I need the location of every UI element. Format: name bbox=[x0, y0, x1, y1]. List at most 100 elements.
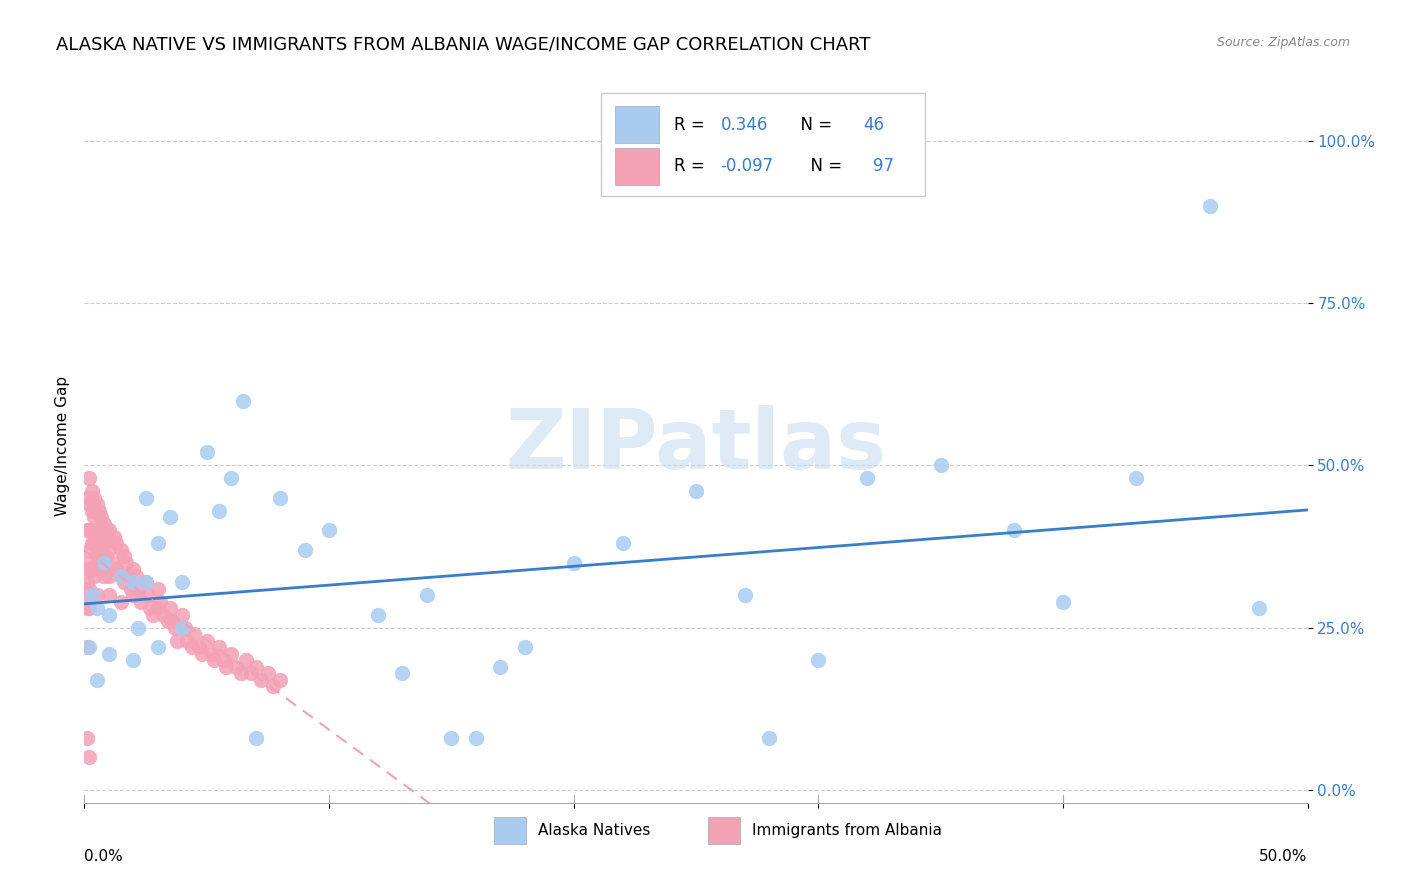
Point bbox=[105, 536, 128, 550]
Point bbox=[257, 666, 280, 681]
Point bbox=[129, 595, 152, 609]
Text: 50.0%: 50.0% bbox=[1260, 849, 1308, 864]
Point bbox=[135, 575, 157, 590]
Text: -0.097: -0.097 bbox=[720, 157, 773, 175]
Point bbox=[929, 458, 952, 473]
Point bbox=[367, 607, 389, 622]
Point bbox=[77, 640, 100, 654]
Point bbox=[1002, 524, 1025, 538]
Point bbox=[93, 568, 115, 582]
Point bbox=[77, 471, 100, 485]
Point bbox=[90, 510, 112, 524]
Point bbox=[86, 497, 108, 511]
Text: ZIPatlas: ZIPatlas bbox=[506, 406, 886, 486]
Point bbox=[215, 659, 238, 673]
Point bbox=[122, 653, 145, 667]
Point bbox=[110, 568, 132, 582]
Text: 97: 97 bbox=[873, 157, 894, 175]
Point bbox=[146, 601, 169, 615]
FancyBboxPatch shape bbox=[600, 93, 925, 196]
Point bbox=[103, 556, 125, 570]
Text: N =: N = bbox=[790, 116, 838, 134]
Point bbox=[183, 627, 205, 641]
Point bbox=[110, 542, 132, 557]
Point bbox=[112, 549, 135, 564]
Point bbox=[162, 614, 184, 628]
Point bbox=[208, 504, 231, 518]
Point bbox=[269, 673, 291, 687]
Point bbox=[758, 731, 780, 745]
Point bbox=[235, 653, 257, 667]
Point bbox=[200, 647, 222, 661]
Point bbox=[191, 647, 214, 661]
Point bbox=[80, 504, 103, 518]
Bar bbox=[494, 817, 526, 844]
Point bbox=[416, 588, 439, 602]
Point bbox=[80, 588, 103, 602]
Point bbox=[112, 575, 135, 590]
Point bbox=[219, 647, 242, 661]
Point bbox=[77, 562, 100, 576]
Point bbox=[97, 542, 120, 557]
Point bbox=[110, 568, 132, 582]
Point bbox=[83, 568, 105, 582]
Point bbox=[294, 542, 316, 557]
Point bbox=[685, 484, 707, 499]
Point bbox=[1198, 199, 1220, 213]
Point bbox=[90, 562, 112, 576]
Point bbox=[173, 621, 195, 635]
Point bbox=[146, 536, 169, 550]
Point bbox=[489, 659, 512, 673]
Point bbox=[80, 536, 103, 550]
Point bbox=[262, 679, 284, 693]
Point bbox=[97, 588, 120, 602]
Point bbox=[127, 621, 149, 635]
Text: R =: R = bbox=[673, 116, 710, 134]
Point bbox=[87, 504, 110, 518]
Point bbox=[97, 524, 120, 538]
Point bbox=[181, 640, 204, 654]
Point bbox=[117, 568, 139, 582]
Point bbox=[318, 524, 340, 538]
Point bbox=[612, 536, 634, 550]
Point bbox=[136, 588, 159, 602]
Point bbox=[172, 607, 194, 622]
Point bbox=[87, 549, 110, 564]
Point bbox=[86, 673, 108, 687]
Point bbox=[80, 588, 103, 602]
Point bbox=[76, 640, 98, 654]
Point bbox=[122, 575, 145, 590]
Point bbox=[146, 640, 169, 654]
Point bbox=[77, 601, 100, 615]
Point bbox=[97, 568, 120, 582]
Point bbox=[76, 556, 98, 570]
Point bbox=[562, 556, 585, 570]
Point bbox=[734, 588, 756, 602]
Point bbox=[122, 588, 145, 602]
Point bbox=[212, 653, 235, 667]
Point bbox=[77, 750, 100, 764]
Bar bbox=[709, 817, 740, 844]
Point bbox=[202, 653, 225, 667]
Point bbox=[110, 595, 132, 609]
Point bbox=[76, 524, 98, 538]
Point bbox=[83, 536, 105, 550]
Point bbox=[96, 549, 118, 564]
Point bbox=[115, 556, 138, 570]
Point bbox=[149, 595, 172, 609]
Point bbox=[163, 621, 186, 635]
Y-axis label: Wage/Income Gap: Wage/Income Gap bbox=[55, 376, 70, 516]
Point bbox=[127, 582, 149, 596]
Text: 0.346: 0.346 bbox=[720, 116, 768, 134]
Point bbox=[513, 640, 536, 654]
Point bbox=[172, 621, 194, 635]
Point bbox=[76, 588, 98, 602]
Point bbox=[1125, 471, 1147, 485]
Point bbox=[77, 582, 100, 596]
Text: Immigrants from Albania: Immigrants from Albania bbox=[752, 823, 942, 838]
Point bbox=[135, 491, 157, 505]
Point bbox=[232, 393, 254, 408]
Point bbox=[76, 575, 98, 590]
Text: Source: ZipAtlas.com: Source: ZipAtlas.com bbox=[1216, 36, 1350, 49]
Point bbox=[195, 633, 218, 648]
